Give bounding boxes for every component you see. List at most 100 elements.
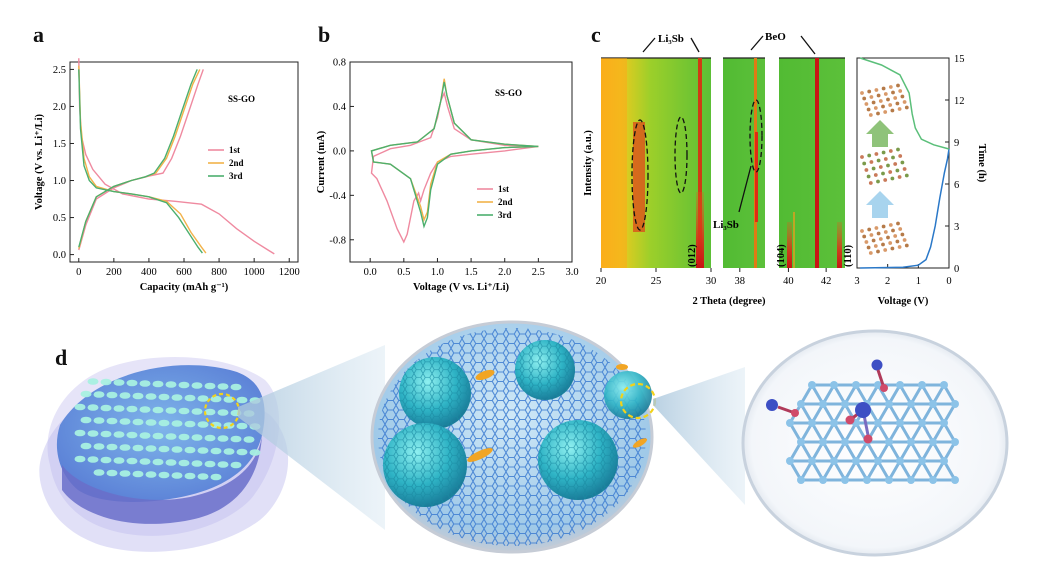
- carbon-atom: [951, 476, 959, 484]
- lattice-atom: [876, 231, 881, 236]
- lattice-atom: [888, 149, 893, 153]
- lattice-atom: [871, 238, 876, 243]
- sheet-dot: [145, 393, 157, 400]
- sheet-dot: [113, 405, 125, 412]
- y-tick-label: 0.8: [333, 58, 346, 69]
- carbon-atom: [830, 381, 838, 389]
- panel-d-label: d: [55, 345, 68, 370]
- sheet-dot: [139, 406, 151, 413]
- series-3rd-discharge: [78, 69, 203, 254]
- sheet-dot: [210, 447, 222, 455]
- legend-label-3rd: 3rd: [498, 210, 512, 220]
- x-tick-label: 25: [651, 276, 662, 287]
- carbon-atom: [907, 400, 915, 408]
- sheet-dot: [80, 416, 92, 424]
- lattice-atom: [878, 237, 883, 241]
- sheet-dot: [106, 469, 118, 477]
- x-tick-label: 1200: [279, 267, 300, 278]
- sheet-dot: [158, 471, 170, 479]
- sheet-dot: [165, 459, 177, 466]
- sheet-dot: [197, 395, 209, 402]
- sheet-dot: [93, 469, 105, 476]
- oxygen-atom: [863, 434, 873, 444]
- lattice-atom: [874, 226, 879, 230]
- carbon-atom: [940, 457, 948, 465]
- lattice-atom: [897, 175, 902, 179]
- lattice-atom: [904, 105, 909, 110]
- panel-a-chart: 0 200 400 600 800 1000 1200 0.0 0.5 1.0 1.5 2.0 2.5 C…: [34, 58, 300, 293]
- x-tick-label: 0: [76, 267, 81, 278]
- lattice-atom: [864, 168, 869, 172]
- sheet-dot: [145, 419, 157, 426]
- sheet-dot: [223, 396, 235, 403]
- beo-peak-line-2: [815, 58, 819, 268]
- sheet-dot: [126, 457, 138, 465]
- lattice-atom: [866, 245, 871, 250]
- y-tick-label: 1.0: [53, 176, 66, 187]
- carbon-atom: [786, 457, 794, 465]
- heatmap-window-2: [723, 58, 765, 268]
- lattice-atom: [874, 88, 879, 92]
- arrow-li3sb-b: [690, 37, 700, 53]
- sheet-dot: [165, 433, 177, 440]
- lattice-atom: [893, 234, 898, 238]
- carbon-atom: [819, 400, 827, 408]
- sheet-dot: [132, 444, 144, 452]
- voltage-discharge-curve: [860, 148, 950, 269]
- arrow-li3sb-a: [642, 37, 656, 53]
- lattice-atom: [902, 167, 907, 171]
- x-tick-label: 0.0: [364, 267, 377, 278]
- sheet-dot: [171, 420, 183, 427]
- lattice-atom: [886, 163, 890, 168]
- zoom-cone-1: [238, 345, 385, 530]
- lattice-atom: [881, 171, 885, 176]
- sheet-dot: [145, 445, 157, 452]
- lattice-atom: [883, 92, 888, 96]
- lattice-atom: [881, 224, 886, 229]
- lattice-atom: [883, 110, 888, 114]
- sheet-dot: [158, 445, 170, 453]
- legend-label-2nd: 2nd: [229, 158, 244, 168]
- minor-peak: [793, 212, 795, 268]
- sheet-dot: [184, 472, 196, 480]
- sheet-dot: [100, 430, 112, 438]
- oxygen-atom: [880, 384, 888, 392]
- peak-110-label: (110): [843, 244, 854, 267]
- carbon-atom: [907, 438, 915, 446]
- lattice-atom: [860, 229, 864, 233]
- x-tick-label: 400: [141, 267, 157, 278]
- carbon-atom: [951, 438, 959, 446]
- sheet-dot: [217, 435, 229, 442]
- sheet-dot: [158, 419, 170, 427]
- lattice-atom: [869, 233, 874, 237]
- carbon-atom: [830, 457, 838, 465]
- lattice-atom: [898, 227, 903, 231]
- carbon-atom: [940, 419, 948, 427]
- x-tick-label: 600: [176, 267, 192, 278]
- sheet-dot: [145, 471, 157, 478]
- plot-frame: [69, 61, 299, 263]
- y-tick-label: 0: [954, 264, 959, 275]
- sheet-dot: [139, 380, 151, 387]
- lattice-atom: [867, 227, 872, 232]
- carbon-atom: [841, 476, 849, 484]
- lattice-atom: [890, 108, 895, 113]
- lattice-atom: [876, 93, 881, 98]
- lattice-atom: [904, 173, 909, 178]
- x-tick-label: 2: [885, 276, 890, 287]
- carbon-atom: [819, 438, 827, 446]
- sheet-dot: [126, 405, 138, 413]
- y-tick-label: 12: [954, 96, 965, 107]
- lattice-atom: [898, 89, 903, 93]
- sheet-dot: [74, 429, 86, 437]
- carbon-atom: [852, 457, 860, 465]
- sheet-dot: [197, 421, 209, 428]
- lattice-atom: [862, 161, 867, 166]
- lattice-atom: [893, 96, 898, 100]
- carbon-atom: [918, 457, 926, 465]
- y-tick-label: 2.5: [53, 65, 66, 76]
- structure-middle: [860, 147, 909, 185]
- sheet-dot: [152, 380, 164, 388]
- structure-top: [860, 83, 909, 117]
- y-tick-label: 9: [954, 138, 959, 149]
